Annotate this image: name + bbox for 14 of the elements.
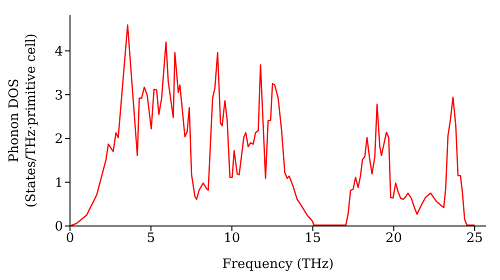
y-axis-title: Phonon DOS (States/THz·primitive cell): [7, 33, 39, 208]
x-tick-label: 10: [224, 231, 240, 246]
y-tick-label: 1: [54, 176, 63, 191]
y-tick-label: 3: [54, 88, 63, 104]
x-tick-label: 25: [466, 231, 483, 246]
y-tick-label: 4: [54, 44, 63, 60]
y-tick-label: 0: [54, 220, 63, 235]
y-tick-label: 2: [54, 132, 63, 148]
x-tick-label: 20: [385, 231, 402, 246]
x-tick-label: 5: [146, 231, 156, 246]
x-tick-label: 15: [304, 231, 322, 246]
line-series: [70, 24, 476, 226]
x-axis-title: Frequency (THz): [222, 257, 334, 272]
x-tick-label: 0: [66, 231, 74, 246]
